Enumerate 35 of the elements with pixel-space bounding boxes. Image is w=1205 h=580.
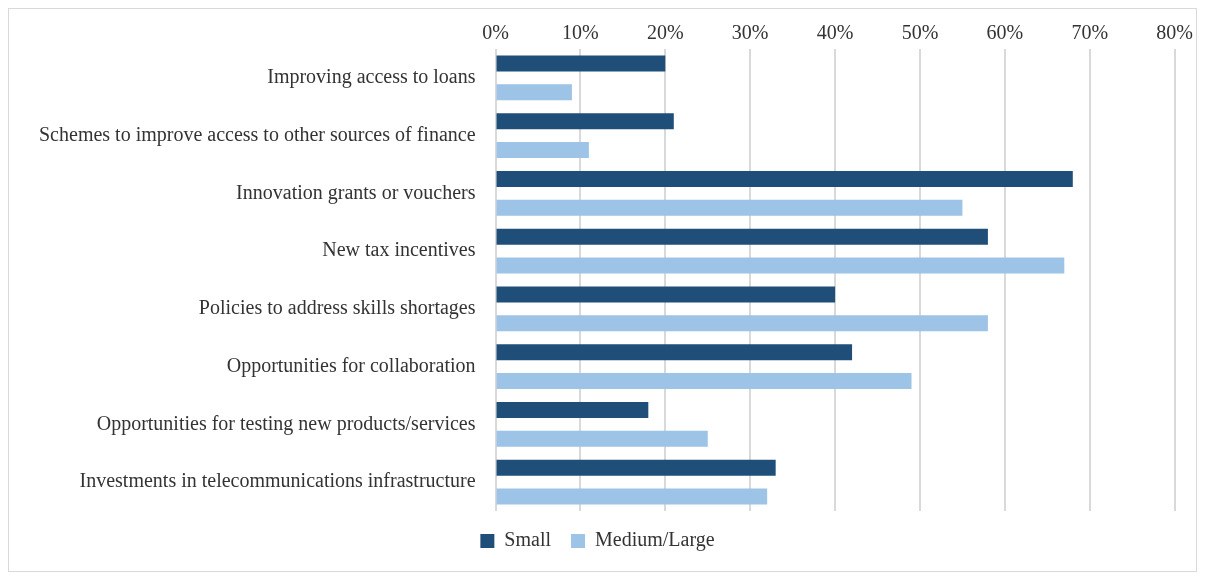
bar [496, 402, 649, 418]
bar [496, 488, 768, 505]
y-tick-label: Improving access to loans [267, 65, 476, 89]
bar [496, 286, 836, 303]
bar [496, 228, 988, 245]
bar [496, 113, 674, 130]
y-tick-label: Innovation grants or vouchers [236, 180, 476, 204]
bar [496, 373, 912, 389]
x-tick-label: 40% [816, 21, 854, 44]
y-tick-label: Schemes to improve access to other sources of finance [39, 122, 476, 146]
y-tick-label: Policies to address skills shortages [198, 296, 476, 320]
x-tick-label: 20% [646, 21, 684, 44]
x-tick-label: 60% [986, 21, 1024, 44]
x-tick-label: 70% [1071, 21, 1109, 44]
bar [496, 430, 708, 447]
legend-label: Small [504, 528, 552, 551]
y-tick-label: Investments in telecommunications infrastructure [79, 469, 476, 492]
x-tick-label: 80% [1156, 21, 1194, 44]
y-tick-label: Opportunities for collaboration [226, 353, 476, 377]
bar [496, 55, 666, 72]
legend-label: Medium/Large [595, 528, 715, 552]
y-tick-label: New tax incentives [322, 238, 476, 261]
bar [496, 315, 988, 332]
bar [496, 199, 963, 216]
x-tick-label: 0% [482, 21, 509, 44]
bar [496, 84, 572, 101]
x-tick-label: 30% [731, 21, 769, 44]
x-tick-label: 50% [901, 21, 939, 44]
bar [496, 257, 1065, 274]
bar [496, 171, 1073, 187]
bar [496, 459, 776, 476]
bar [496, 344, 853, 361]
bar [496, 142, 589, 158]
x-tick-label: 10% [562, 21, 599, 44]
y-tick-label: Opportunities for testing new products/services [96, 411, 476, 435]
